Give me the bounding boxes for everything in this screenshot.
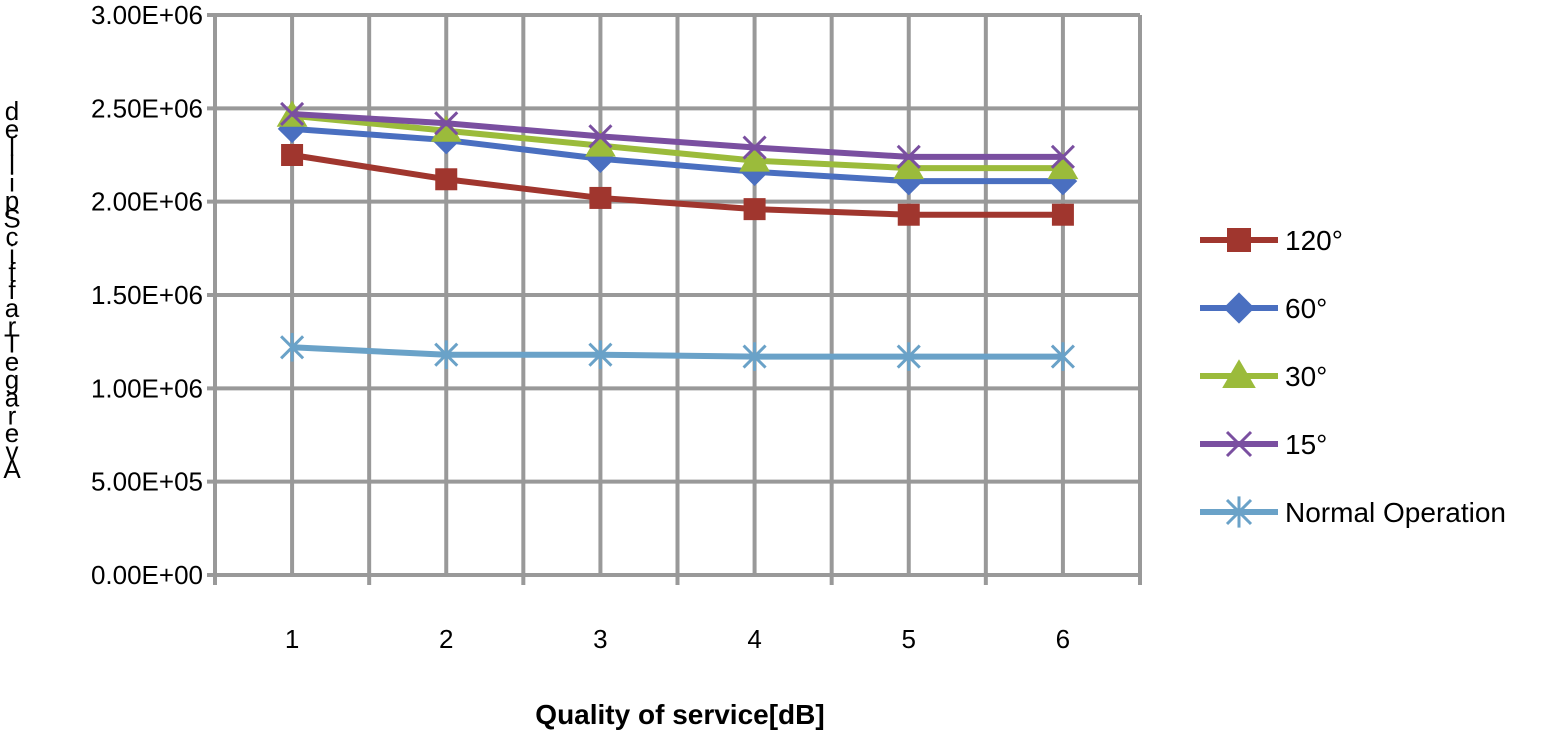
series-15 bbox=[280, 101, 1075, 169]
x-tick-label: 3 bbox=[593, 624, 607, 654]
series-normal-operation bbox=[280, 332, 1075, 371]
legend: 120° 60° 30° 15° Normal Operation bbox=[1200, 225, 1506, 528]
legend-label: 60° bbox=[1285, 293, 1327, 324]
data-point bbox=[1225, 496, 1253, 528]
data-point bbox=[1050, 342, 1075, 371]
y-axis-label-char: e bbox=[5, 418, 19, 448]
y-tick-label: 1.50E+06 bbox=[91, 280, 203, 310]
data-point bbox=[1222, 359, 1256, 388]
data-point bbox=[1223, 292, 1255, 324]
legend-label: 30° bbox=[1285, 361, 1327, 392]
y-tick-label: 5.00E+05 bbox=[91, 467, 203, 497]
data-point bbox=[430, 115, 462, 142]
data-point bbox=[1051, 203, 1074, 226]
data-point bbox=[894, 166, 924, 196]
series-line bbox=[291, 112, 1063, 172]
y-axis-label-char: g bbox=[5, 365, 19, 395]
legend-label: 15° bbox=[1285, 429, 1327, 460]
y-axis-label-char: a bbox=[5, 293, 20, 323]
data-point bbox=[588, 340, 613, 370]
y-axis-label-char: p bbox=[5, 186, 19, 216]
y-axis-label-char: a bbox=[5, 382, 20, 412]
x-tick-label: 4 bbox=[747, 624, 761, 654]
data-point bbox=[585, 130, 616, 157]
y-tick-label: 0.00E+00 bbox=[91, 560, 203, 590]
legend-entry: Normal Operation bbox=[1200, 496, 1506, 528]
data-point bbox=[743, 198, 766, 221]
x-tick-label: 2 bbox=[439, 624, 453, 654]
x-tick-label: 6 bbox=[1056, 624, 1070, 654]
legend-entry: 15° bbox=[1200, 429, 1327, 460]
x-axis-label: Quality of service[dB] bbox=[535, 699, 824, 730]
y-tick-label: 2.50E+06 bbox=[91, 93, 203, 123]
data-point bbox=[897, 203, 920, 226]
y-axis-label-char: r bbox=[8, 311, 17, 341]
data-point bbox=[1225, 430, 1253, 458]
y-axis-label-char: e bbox=[5, 114, 19, 144]
series-line bbox=[291, 152, 1063, 218]
data-point bbox=[435, 168, 458, 191]
y-axis-label-char: l bbox=[9, 132, 15, 162]
y-axis-label-char: i bbox=[9, 168, 15, 198]
data-point bbox=[1047, 152, 1079, 180]
y-axis-label-char: d bbox=[5, 96, 19, 126]
y-axis-label-char: S bbox=[3, 203, 20, 233]
y-axis-label-char: i bbox=[9, 239, 15, 269]
series-group bbox=[276, 100, 1079, 371]
data-point bbox=[589, 186, 612, 209]
data-point bbox=[280, 332, 305, 362]
y-axis-label-char: f bbox=[8, 257, 16, 287]
x-tick-labels: 1 2 3 4 5 6 bbox=[285, 624, 1070, 654]
data-point bbox=[588, 124, 613, 149]
legend-label: Normal Operation bbox=[1285, 497, 1506, 528]
x-tick-label: 5 bbox=[902, 624, 916, 654]
y-axis-label-char: v bbox=[6, 436, 19, 466]
data-point bbox=[1050, 144, 1075, 169]
y-axis-label-char: l bbox=[9, 150, 15, 180]
data-point bbox=[742, 342, 767, 371]
data-point bbox=[281, 144, 304, 166]
y-axis-label-char: A bbox=[3, 454, 21, 484]
x-tick-label: 1 bbox=[285, 624, 299, 654]
legend-entry: 60° bbox=[1200, 292, 1327, 324]
y-axis-label-char: T bbox=[4, 329, 20, 359]
y-tick-label: 2.00E+06 bbox=[91, 187, 203, 217]
y-tick-labels: 0.00E+00 5.00E+05 1.00E+06 1.50E+06 2.00E+06… bbox=[91, 0, 203, 590]
series-line bbox=[291, 125, 1063, 185]
y-tick-label: 1.00E+06 bbox=[91, 373, 203, 403]
y-axis-label-char: r bbox=[8, 400, 17, 430]
data-point bbox=[896, 144, 921, 169]
data-point bbox=[896, 342, 921, 371]
y-axis-label-char: c bbox=[6, 221, 19, 251]
data-point bbox=[742, 135, 767, 160]
data-point bbox=[1227, 228, 1251, 252]
data-point bbox=[280, 101, 305, 126]
series-120 bbox=[281, 144, 1074, 226]
series-line bbox=[291, 110, 1063, 160]
y-axis-label-char: e bbox=[5, 347, 19, 377]
series-line bbox=[291, 344, 1063, 360]
legend-entry: 120° bbox=[1200, 225, 1343, 256]
legend-entry: 30° bbox=[1200, 359, 1327, 392]
grid bbox=[207, 13, 1142, 585]
y-axis-label-char: f bbox=[8, 275, 16, 305]
data-point bbox=[434, 111, 459, 136]
data-point bbox=[739, 145, 770, 172]
legend-label: 120° bbox=[1285, 225, 1343, 256]
y-tick-label: 3.00E+06 bbox=[91, 0, 203, 30]
data-point bbox=[434, 340, 459, 370]
data-point bbox=[893, 152, 925, 180]
